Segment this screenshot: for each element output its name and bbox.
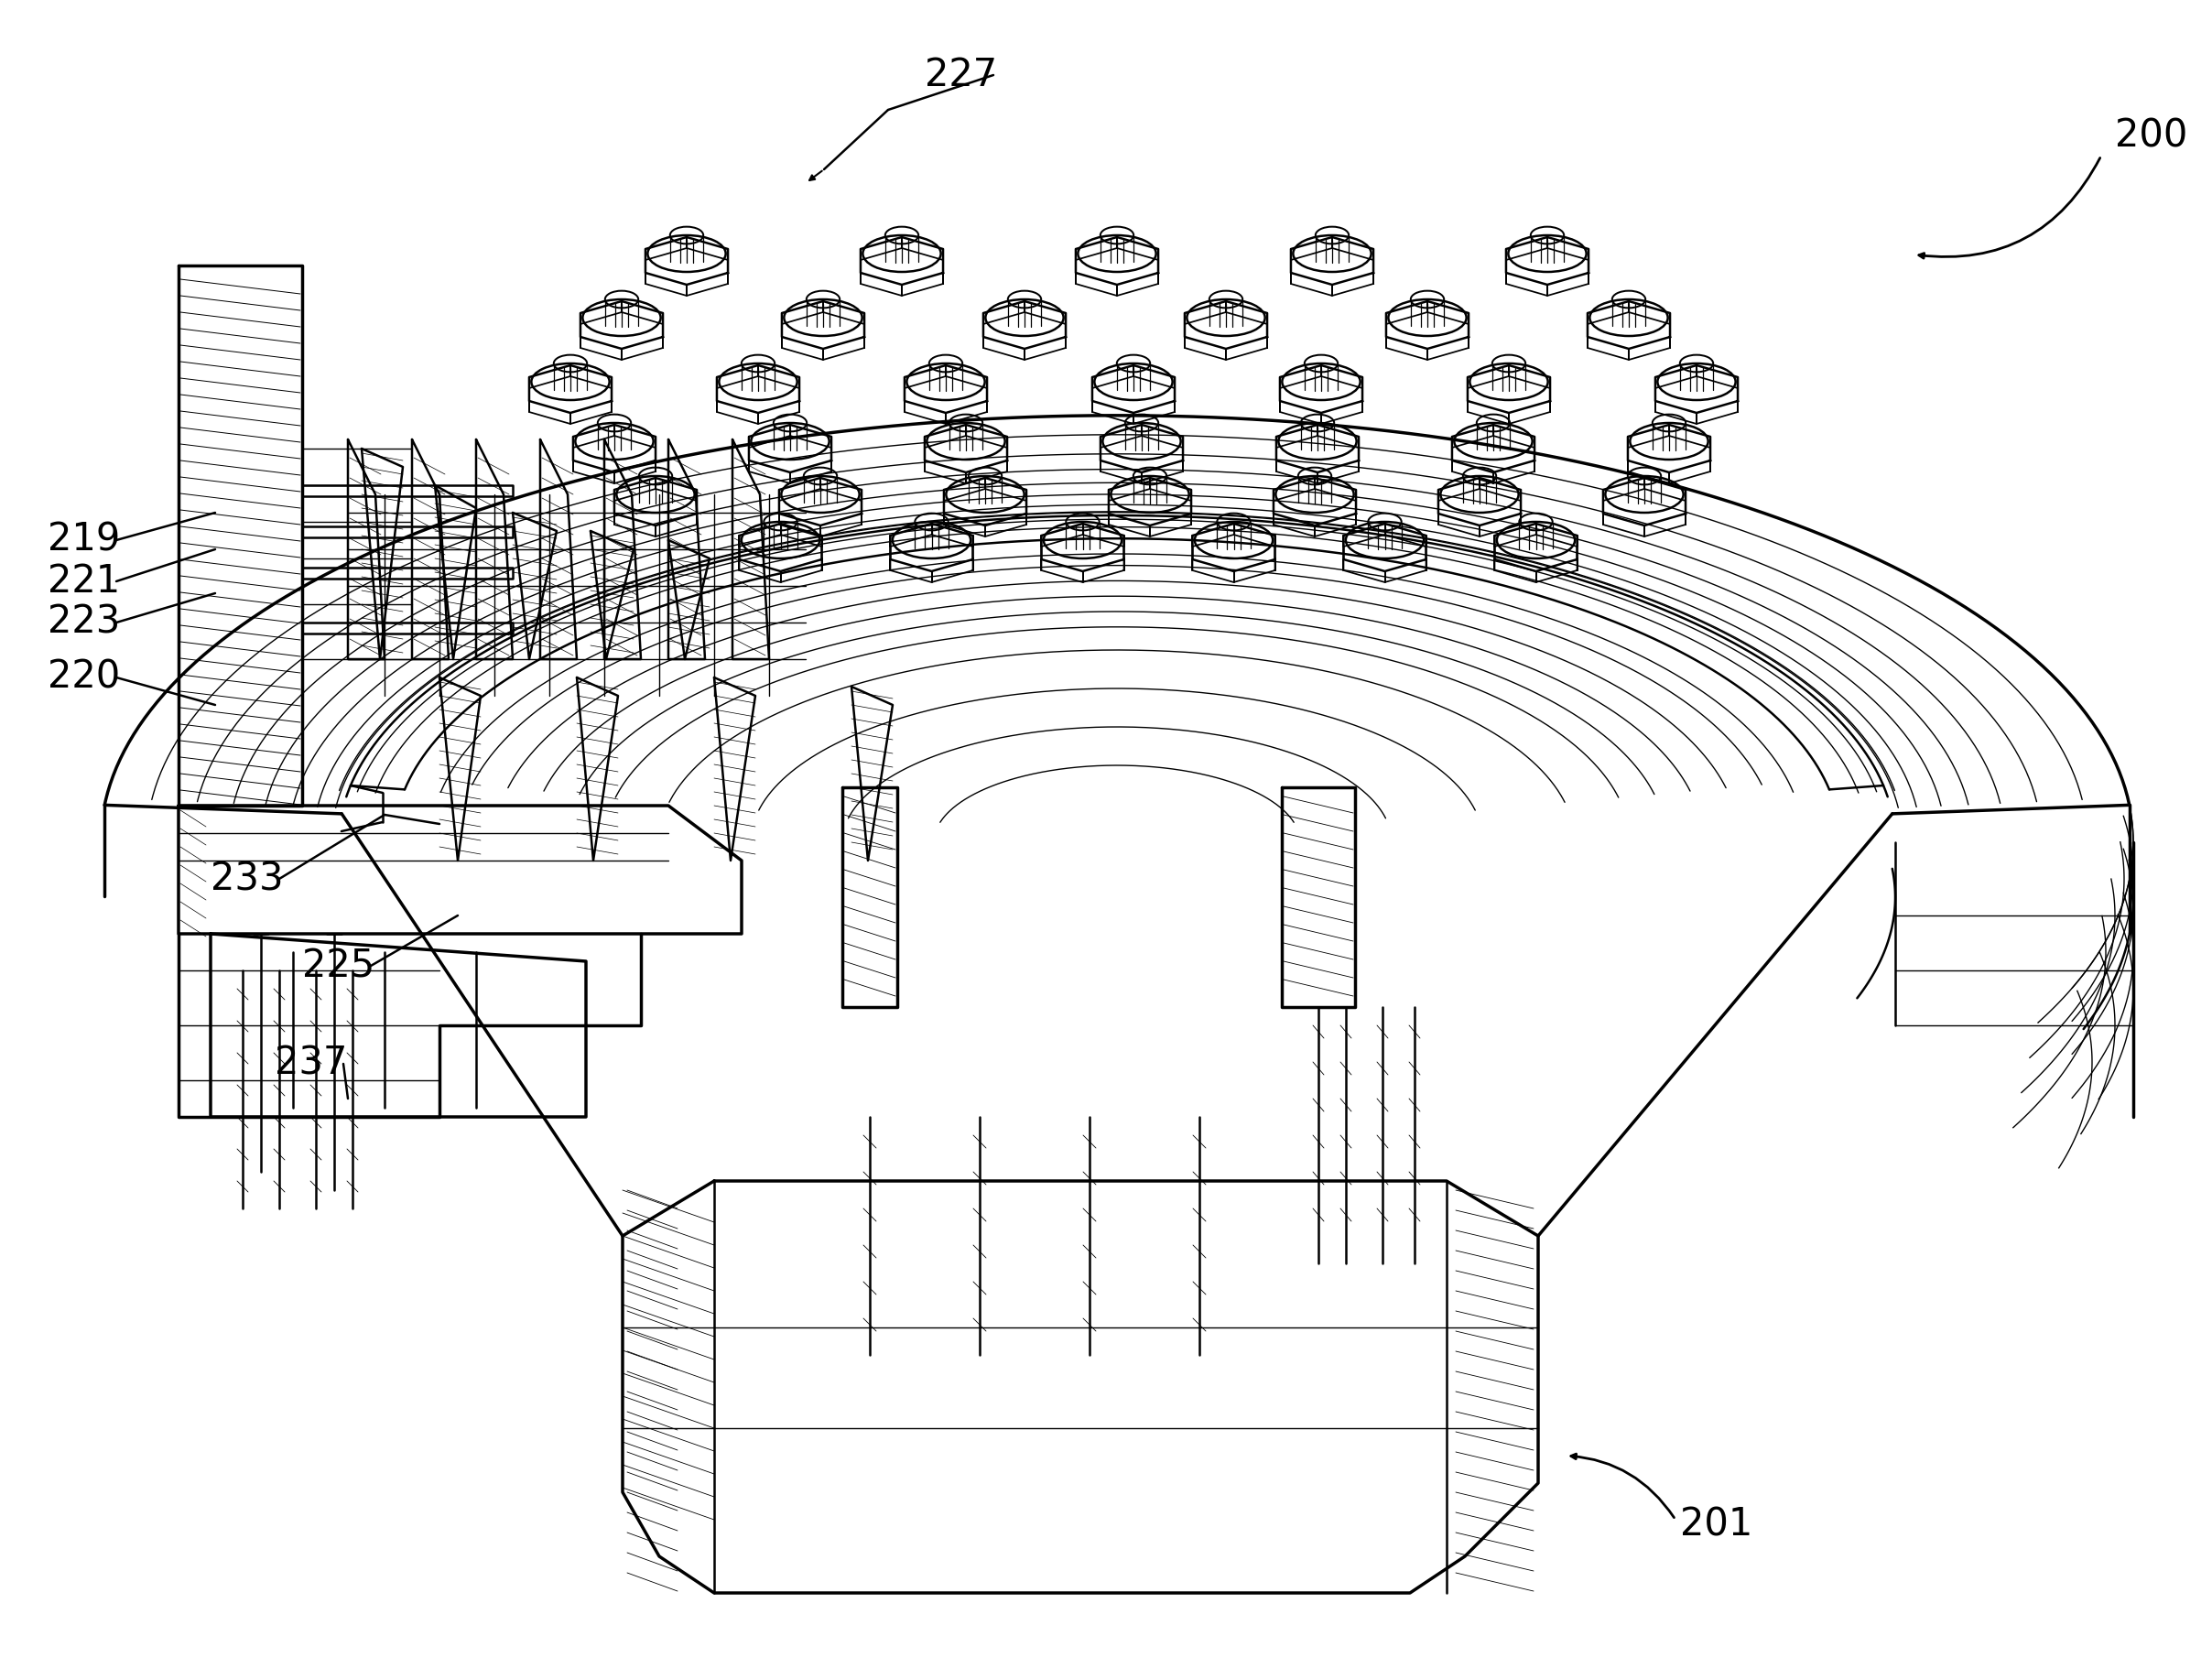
Text: 220: 220 bbox=[49, 658, 119, 697]
Text: 219: 219 bbox=[49, 520, 119, 559]
Text: 227: 227 bbox=[925, 55, 998, 94]
Text: 221: 221 bbox=[49, 562, 119, 601]
Text: 201: 201 bbox=[1681, 1504, 1752, 1543]
Text: 200: 200 bbox=[2115, 116, 2188, 154]
Text: 225: 225 bbox=[303, 947, 374, 986]
Text: 237: 237 bbox=[274, 1044, 347, 1083]
Text: 233: 233 bbox=[210, 860, 283, 898]
Text: 223: 223 bbox=[49, 603, 119, 641]
